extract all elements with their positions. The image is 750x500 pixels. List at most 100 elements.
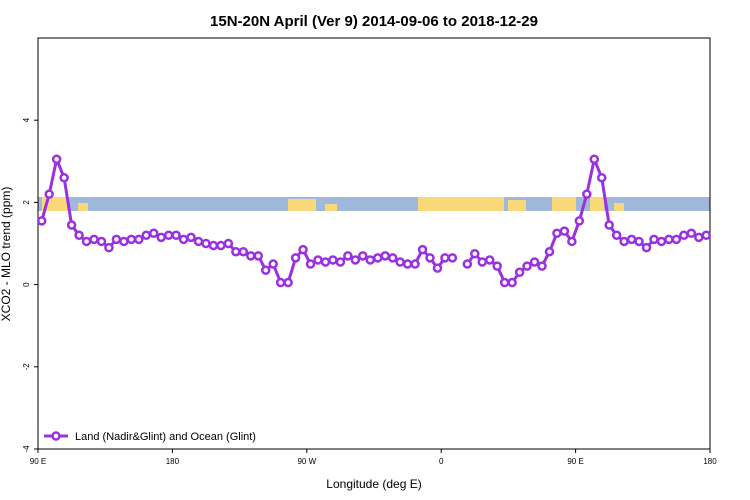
point — [492, 261, 502, 271]
x-tick-label: 180 — [703, 457, 717, 466]
legend-label: Land (Nadir&Glint) and Ocean (Glint) — [75, 431, 256, 443]
point — [111, 234, 122, 245]
point — [701, 230, 712, 241]
point — [178, 234, 189, 245]
x-tick-label: 0 — [439, 457, 444, 466]
point — [656, 236, 667, 247]
point — [238, 246, 249, 257]
point — [260, 265, 271, 275]
point — [417, 244, 428, 255]
point — [372, 253, 383, 263]
point — [514, 267, 525, 278]
point — [395, 257, 405, 267]
y-axis-label: XCO2 - MLO trend (ppm) — [0, 187, 13, 322]
point — [36, 216, 47, 226]
point — [365, 255, 376, 265]
point — [641, 242, 652, 253]
land-ocean-strip — [38, 197, 710, 211]
point — [96, 236, 107, 247]
point — [552, 228, 562, 238]
point — [507, 277, 517, 288]
point — [320, 257, 331, 267]
point — [186, 232, 196, 243]
point — [559, 226, 570, 236]
point — [216, 240, 226, 251]
y-tick-label: -2 — [22, 363, 31, 371]
point — [574, 216, 585, 226]
x-tick-label: 90 E — [567, 457, 583, 466]
point — [440, 253, 450, 263]
point — [163, 230, 174, 241]
point — [59, 172, 69, 183]
point — [148, 228, 159, 238]
point — [66, 220, 77, 230]
point — [104, 242, 114, 253]
point — [350, 255, 361, 265]
y-tick-label: -4 — [22, 445, 31, 453]
point — [81, 236, 92, 247]
point — [462, 259, 473, 269]
chart-title: 15N-20N April (Ver 9) 2014-09-06 to 2018… — [210, 13, 538, 30]
point — [671, 234, 682, 245]
point — [522, 261, 532, 271]
point — [328, 255, 338, 265]
point — [544, 246, 555, 257]
point — [410, 259, 420, 269]
point — [335, 257, 346, 267]
point — [589, 154, 600, 164]
point — [567, 236, 577, 247]
point — [447, 253, 458, 263]
point — [679, 230, 689, 241]
point — [634, 236, 644, 247]
x-axis-label: Longitude (deg E) — [326, 477, 421, 491]
point — [529, 257, 540, 267]
y-tick-label: 4 — [22, 117, 31, 122]
point — [246, 251, 256, 261]
point — [134, 234, 144, 245]
point — [358, 251, 368, 261]
point — [649, 234, 659, 245]
point — [89, 234, 99, 245]
point — [126, 234, 137, 245]
point — [51, 154, 62, 164]
x-tick-label: 180 — [166, 457, 180, 466]
series-line — [40, 154, 707, 285]
point — [313, 255, 323, 265]
point — [305, 259, 316, 269]
point — [141, 230, 152, 241]
point — [611, 230, 622, 241]
point — [156, 232, 166, 243]
point — [619, 236, 629, 247]
point — [193, 236, 204, 247]
plot-frame — [37, 37, 711, 450]
point — [604, 220, 614, 230]
point — [275, 277, 286, 288]
point — [171, 230, 181, 241]
point — [290, 253, 301, 263]
point — [343, 251, 353, 261]
point — [582, 189, 592, 199]
point — [626, 234, 637, 245]
point — [402, 259, 413, 269]
point — [470, 249, 480, 259]
point — [664, 234, 674, 245]
point — [387, 253, 398, 263]
point — [380, 251, 390, 261]
point — [298, 244, 308, 255]
point — [537, 261, 547, 271]
point — [283, 277, 293, 288]
point — [432, 263, 443, 273]
y-tick-label: 2 — [22, 200, 31, 205]
point — [74, 230, 84, 241]
point — [44, 189, 54, 199]
point — [268, 259, 278, 269]
point — [499, 277, 510, 288]
x-tick-label: 90 W — [297, 457, 316, 466]
point — [223, 238, 234, 249]
point — [253, 251, 264, 261]
point — [686, 228, 697, 238]
point — [208, 240, 219, 251]
point — [425, 253, 435, 263]
point — [694, 232, 704, 243]
